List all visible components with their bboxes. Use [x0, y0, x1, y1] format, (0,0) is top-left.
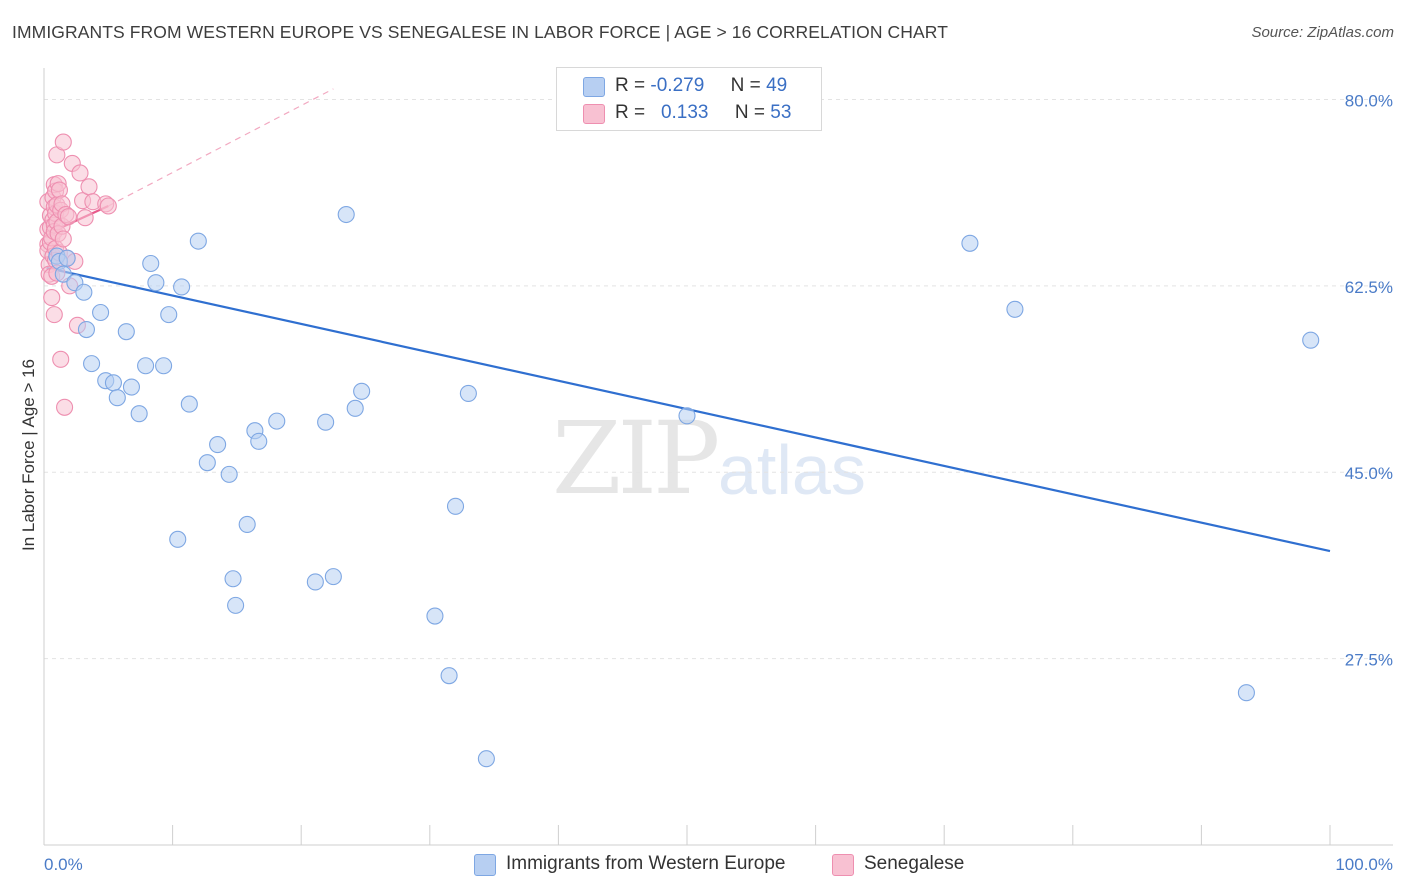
- stats-legend: R = -0.279 N = 49 R = 0.133 N = 53: [556, 67, 822, 131]
- trend-layer: [46, 88, 1331, 553]
- point-layer: [39, 133, 1320, 768]
- point-western-europe: [678, 407, 696, 425]
- point-senegalese: [45, 306, 63, 324]
- legend-label-western-europe: Immigrants from Western Europe: [506, 853, 786, 874]
- point-western-europe: [189, 232, 207, 250]
- point-western-europe: [440, 667, 458, 685]
- legend-label-senegalese: Senegalese: [864, 853, 965, 874]
- point-senegalese: [54, 230, 72, 248]
- point-western-europe: [104, 374, 122, 392]
- point-senegalese: [52, 350, 70, 368]
- point-western-europe: [250, 432, 268, 450]
- point-western-europe: [160, 306, 178, 324]
- point-western-europe: [75, 283, 93, 301]
- point-western-europe: [1237, 684, 1255, 702]
- x-tick-label: 0.0%: [44, 855, 83, 874]
- point-western-europe: [477, 750, 495, 768]
- point-senegalese: [43, 289, 61, 307]
- y-tick-label: 62.5%: [1345, 278, 1393, 297]
- point-western-europe: [77, 320, 95, 339]
- point-western-europe: [117, 323, 135, 341]
- point-western-europe: [353, 382, 371, 400]
- point-western-europe: [155, 357, 173, 375]
- legend-swatch-senegalese: [832, 854, 854, 876]
- point-western-europe: [220, 465, 238, 483]
- point-western-europe: [142, 254, 160, 273]
- source-label: Source: ZipAtlas.com: [1251, 24, 1394, 41]
- point-western-europe: [346, 399, 364, 417]
- point-western-europe: [130, 405, 148, 423]
- chart-title: IMMIGRANTS FROM WESTERN EUROPE VS SENEGA…: [12, 22, 948, 42]
- point-western-europe: [324, 568, 342, 586]
- point-western-europe: [173, 278, 191, 296]
- y-axis-label: In Labor Force | Age > 16: [19, 359, 38, 551]
- point-senegalese: [54, 133, 72, 151]
- point-western-europe: [137, 357, 155, 375]
- point-senegalese: [99, 197, 117, 215]
- n-label: N =: [730, 75, 761, 96]
- point-senegalese: [76, 209, 94, 227]
- point-western-europe: [58, 249, 76, 267]
- point-western-europe: [446, 497, 465, 515]
- swatch-western-europe: [583, 77, 605, 97]
- r-label: R =: [615, 102, 646, 123]
- x-tick-label: 100.0%: [1335, 855, 1393, 874]
- grid-layer: [44, 98, 1393, 660]
- point-western-europe: [209, 436, 227, 454]
- n-value: 49: [766, 75, 788, 96]
- y-tick-label: 27.5%: [1345, 651, 1393, 670]
- label-layer: 27.5% 45.0% 62.5% 80.0% 0.0% 100.0% In Labor F…: [19, 91, 1393, 874]
- point-senegalese: [59, 208, 77, 226]
- point-western-europe: [1006, 300, 1024, 318]
- y-tick-label: 45.0%: [1345, 464, 1393, 483]
- point-western-europe: [108, 389, 126, 407]
- point-western-europe: [961, 234, 979, 252]
- n-value: 53: [770, 102, 792, 123]
- legend-swatch-western-europe: [474, 854, 496, 876]
- point-western-europe: [180, 395, 198, 413]
- point-western-europe: [268, 412, 286, 430]
- point-western-europe: [83, 355, 101, 373]
- n-label: N =: [734, 102, 766, 123]
- point-western-europe: [198, 454, 216, 472]
- point-senegalese: [56, 398, 74, 416]
- trendline-senegalese-extension: [108, 88, 334, 207]
- point-western-europe: [459, 384, 477, 402]
- point-western-europe: [122, 378, 140, 396]
- point-western-europe: [169, 530, 187, 548]
- point-western-europe: [224, 570, 242, 588]
- point-western-europe: [238, 515, 256, 533]
- r-value: 0.133: [660, 102, 709, 123]
- point-western-europe: [426, 607, 444, 625]
- point-western-europe: [92, 303, 110, 322]
- r-value: -0.279: [650, 75, 705, 96]
- point-senegalese: [80, 178, 98, 196]
- point-western-europe: [306, 573, 324, 591]
- r-label: R =: [615, 75, 646, 96]
- point-western-europe: [337, 205, 355, 224]
- point-western-europe: [227, 596, 245, 614]
- point-western-europe: [147, 274, 165, 292]
- axis-layer: [43, 68, 1393, 846]
- y-tick-label: 80.0%: [1345, 91, 1393, 110]
- point-senegalese: [71, 164, 89, 182]
- point-western-europe: [317, 413, 335, 431]
- point-western-europe: [1302, 331, 1320, 349]
- swatch-senegalese: [583, 104, 605, 124]
- point-western-europe: [54, 265, 72, 283]
- point-senegalese: [50, 181, 68, 199]
